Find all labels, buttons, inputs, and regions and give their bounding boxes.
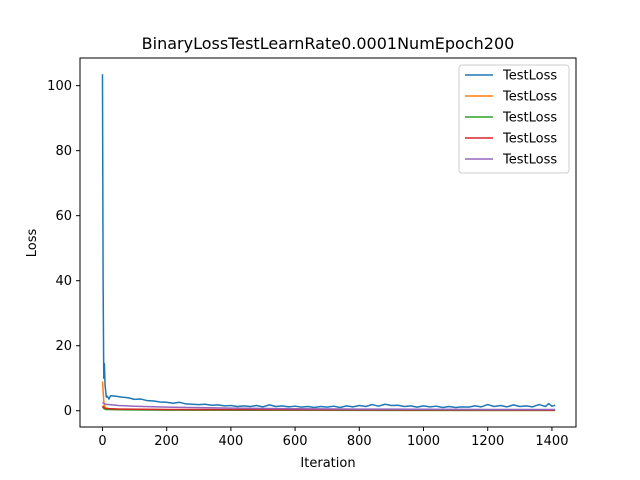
series-layer xyxy=(101,74,556,412)
chart-title: BinaryLossTestLearnRate0.0001NumEpoch200 xyxy=(142,34,515,53)
legend-label-2: TestLoss xyxy=(502,90,557,105)
x-tick-label: 0 xyxy=(98,434,106,449)
y-axis: 0 20 40 60 80 100 xyxy=(47,79,80,419)
y-axis-label: Loss xyxy=(25,229,40,258)
x-axis-label: Iteration xyxy=(300,456,355,471)
x-tick-label: 800 xyxy=(347,434,372,449)
x-tick-label: 600 xyxy=(283,434,308,449)
x-axis: 0 200 400 600 800 1000 1200 1400 xyxy=(98,427,568,449)
y-tick-label: 20 xyxy=(55,339,72,354)
y-tick-label: 60 xyxy=(55,209,72,224)
x-tick-label: 200 xyxy=(154,434,179,449)
x-tick-label: 1200 xyxy=(471,434,504,449)
series-line-5 xyxy=(102,401,556,411)
legend-label-4: TestLoss xyxy=(502,132,557,147)
x-tick-label: 400 xyxy=(218,434,243,449)
legend: TestLoss TestLoss TestLoss TestLoss TestLoss xyxy=(458,64,570,174)
legend-label-3: TestLoss xyxy=(502,111,557,126)
y-tick-label: 80 xyxy=(55,144,72,159)
y-tick-label: 100 xyxy=(47,79,72,94)
x-tick-label: 1400 xyxy=(535,434,568,449)
series-line-1 xyxy=(101,74,556,409)
y-tick-label: 0 xyxy=(64,404,72,419)
legend-box xyxy=(458,64,570,174)
legend-label-1: TestLoss xyxy=(502,69,557,84)
legend-label-5: TestLoss xyxy=(502,153,557,168)
y-tick-label: 40 xyxy=(55,274,72,289)
x-tick-label: 1000 xyxy=(407,434,440,449)
